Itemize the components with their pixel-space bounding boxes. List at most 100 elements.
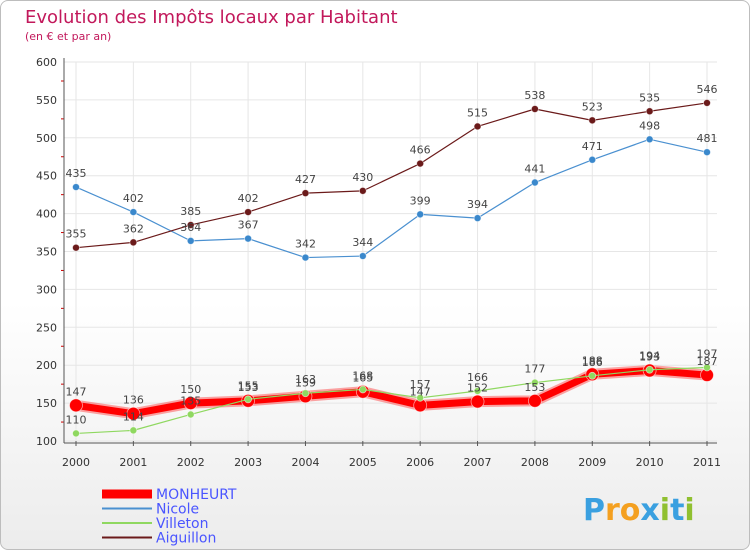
point-villeton-2008 xyxy=(531,378,539,387)
data-label-villeton-2006: 157 xyxy=(410,378,431,391)
data-label-aiguillon-2000: 355 xyxy=(66,228,87,241)
x-tick-label-2011: 2011 xyxy=(693,456,721,469)
chart-subtitle: (en € et par an) xyxy=(25,30,111,43)
y-tick-label-100: 100 xyxy=(36,435,57,448)
data-label-monheurt-2007: 152 xyxy=(467,382,488,395)
data-label-monheurt-2000: 147 xyxy=(66,385,87,398)
data-label-villeton-2009: 186 xyxy=(582,356,603,369)
legend-label-monheurt: MONHEURT xyxy=(156,487,237,503)
series-nicole xyxy=(72,135,711,262)
legend-label-aiguillon: Aiguillon xyxy=(156,531,216,547)
data-label-aiguillon-2002: 385 xyxy=(180,205,201,218)
data-label-villeton-2011: 197 xyxy=(697,347,718,360)
point-villeton-2004 xyxy=(301,389,310,398)
data-label-villeton-2005: 168 xyxy=(352,369,373,382)
data-label-layer: 435 402 364 367 342 344 399 394 441 471 498 481 355 3… xyxy=(66,83,718,426)
y-tick-label-150: 150 xyxy=(36,397,57,410)
data-label-aiguillon-2005: 430 xyxy=(352,171,373,184)
data-label-villeton-2002: 135 xyxy=(180,394,201,407)
data-label-nicole-2000: 435 xyxy=(66,167,87,180)
data-label-nicole-2004: 342 xyxy=(295,238,316,251)
point-nicole-2002 xyxy=(186,236,195,245)
y-tick-label-400: 400 xyxy=(36,208,57,221)
point-villeton-2003 xyxy=(244,395,252,404)
point-monheurt-2001 xyxy=(126,406,141,421)
series-line-aiguillon xyxy=(75,102,708,249)
point-aiguillon-2001 xyxy=(129,238,138,247)
data-label-nicole-2003: 367 xyxy=(238,219,259,232)
point-villeton-2011 xyxy=(703,363,711,372)
data-label-monheurt-2005: 165 xyxy=(352,372,373,385)
data-label-monheurt-2004: 159 xyxy=(295,376,316,389)
y-tick-label-350: 350 xyxy=(36,246,57,259)
series-villeton xyxy=(72,363,711,438)
point-nicole-2001 xyxy=(129,208,138,216)
point-villeton-2010 xyxy=(645,365,654,374)
data-label-nicole-2011: 481 xyxy=(697,132,718,145)
x-tick-label-2000: 2000 xyxy=(62,456,90,469)
data-label-villeton-2004: 163 xyxy=(295,373,316,386)
data-label-nicole-2007: 394 xyxy=(467,198,488,211)
y-tick-label-500: 500 xyxy=(36,132,57,145)
axis-layer: 100 150 200 250 300 350 400 450 500 550 600 2000 200… xyxy=(36,56,721,469)
point-nicole-2010 xyxy=(645,135,654,144)
data-label-villeton-2010: 194 xyxy=(639,350,660,363)
point-aiguillon-2000 xyxy=(72,243,80,252)
data-label-aiguillon-2008: 538 xyxy=(524,89,545,102)
y-tick-label-300: 300 xyxy=(36,283,57,296)
data-label-monheurt-2009: 188 xyxy=(582,354,603,367)
point-aiguillon-2003 xyxy=(244,208,252,216)
point-monheurt-2000 xyxy=(69,398,83,413)
y-tick-label-450: 450 xyxy=(36,170,57,183)
data-label-aiguillon-2010: 535 xyxy=(639,91,660,104)
point-monheurt-2007 xyxy=(470,394,485,409)
series-line-villeton xyxy=(75,366,708,435)
point-nicole-2008 xyxy=(531,178,539,187)
data-label-villeton-2003: 155 xyxy=(238,379,259,392)
x-tick-label-2007: 2007 xyxy=(464,456,492,469)
point-aiguillon-2007 xyxy=(473,122,482,131)
data-label-monheurt-2011: 187 xyxy=(697,355,718,368)
logo-letter-3: x xyxy=(640,493,659,528)
data-label-aiguillon-2004: 427 xyxy=(295,173,316,186)
point-nicole-2011 xyxy=(703,148,711,157)
point-aiguillon-2002 xyxy=(186,221,195,229)
x-tick-label-2003: 2003 xyxy=(234,456,262,469)
data-label-nicole-2010: 498 xyxy=(639,119,660,132)
point-villeton-2002 xyxy=(186,410,195,419)
point-villeton-2006 xyxy=(416,393,425,402)
data-label-villeton-2000: 110 xyxy=(66,413,87,426)
y-tick-label-250: 250 xyxy=(36,321,57,334)
data-label-villeton-2008: 177 xyxy=(524,363,545,376)
data-label-aiguillon-2003: 402 xyxy=(238,192,259,205)
point-aiguillon-2010 xyxy=(645,107,654,116)
point-nicole-2005 xyxy=(358,252,367,260)
point-nicole-2004 xyxy=(301,253,310,262)
data-label-monheurt-2008: 153 xyxy=(524,381,545,394)
x-tick-label-2004: 2004 xyxy=(291,456,319,469)
data-label-nicole-2006: 399 xyxy=(410,194,431,207)
point-aiguillon-2008 xyxy=(531,105,539,113)
series-layer xyxy=(69,99,714,438)
x-tick-label-2006: 2006 xyxy=(406,456,434,469)
series-line-monheurt xyxy=(75,367,708,418)
legend-label-villeton: Villeton xyxy=(156,516,208,532)
point-villeton-2001 xyxy=(129,426,138,435)
chart-title: Evolution des Impôts locaux par Habitant xyxy=(25,7,398,28)
x-tick-label-2009: 2009 xyxy=(578,456,606,469)
logo-letter-5: t xyxy=(670,493,684,528)
point-villeton-2005 xyxy=(358,385,367,394)
logo-letter-0: P xyxy=(583,493,605,528)
data-label-nicole-2001: 402 xyxy=(123,192,144,205)
grid-layer xyxy=(64,61,717,442)
logo-letter-2: o xyxy=(620,493,641,528)
point-aiguillon-2011 xyxy=(703,99,711,107)
series-monheurt xyxy=(69,363,714,421)
x-tick-label-2002: 2002 xyxy=(177,456,205,469)
point-villeton-2009 xyxy=(588,371,597,380)
data-label-aiguillon-2009: 523 xyxy=(582,100,603,113)
data-label-nicole-2002: 364 xyxy=(180,221,201,234)
data-label-monheurt-2003: 153 xyxy=(238,381,259,394)
y-tick-label-200: 200 xyxy=(36,359,57,372)
